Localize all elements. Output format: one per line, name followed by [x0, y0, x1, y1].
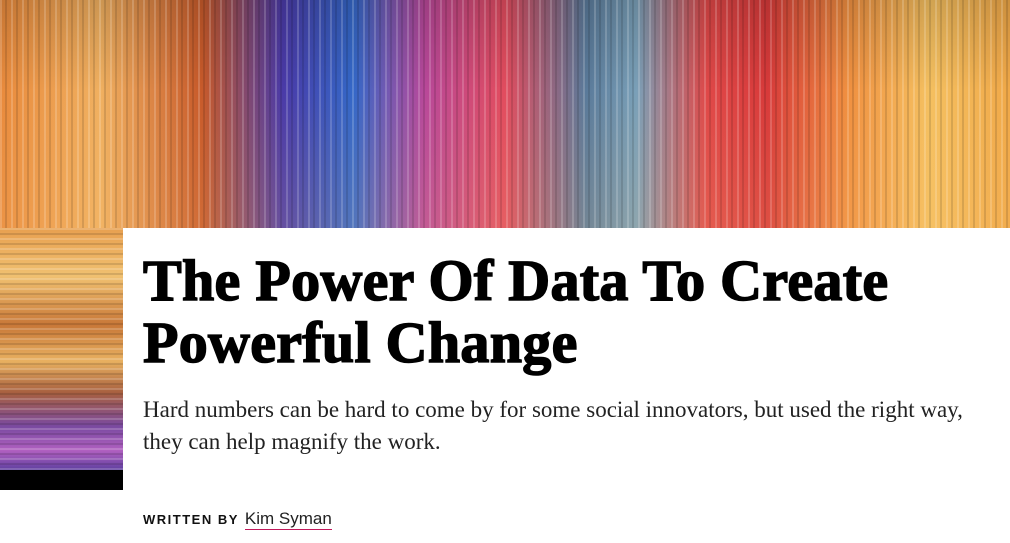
author-link[interactable]: Kim Syman	[244, 509, 332, 530]
hero-image-strip	[0, 228, 123, 470]
article-subtitle: Hard numbers can be hard to come by for …	[143, 397, 963, 454]
content-panel	[123, 228, 1010, 543]
byline-label: WRITTEN BY	[143, 512, 239, 527]
hero-image	[0, 0, 1010, 228]
black-bar	[0, 470, 123, 490]
article-title: The Power Of Data To Create Powerful Cha…	[142, 248, 889, 375]
byline: WRITTEN BY Kim Syman	[143, 509, 332, 530]
